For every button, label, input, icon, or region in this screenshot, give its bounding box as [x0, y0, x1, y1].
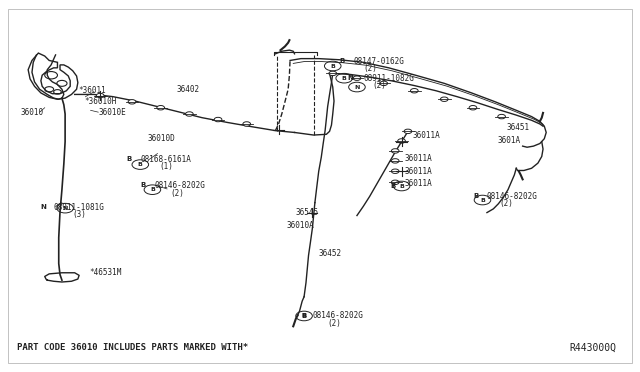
Text: B: B: [480, 198, 485, 202]
Circle shape: [243, 122, 250, 126]
Text: B: B: [390, 183, 396, 189]
Circle shape: [410, 89, 418, 93]
Text: *46531M: *46531M: [90, 268, 122, 277]
Text: 08146-8202G: 08146-8202G: [312, 311, 364, 320]
Text: B: B: [301, 314, 307, 318]
Text: 36452: 36452: [319, 249, 342, 258]
Text: PART CODE 36010 INCLUDES PARTS MARKED WITH*: PART CODE 36010 INCLUDES PARTS MARKED WI…: [17, 343, 248, 352]
Text: N: N: [355, 84, 360, 90]
Text: R443000Q: R443000Q: [570, 343, 616, 353]
Circle shape: [157, 106, 164, 110]
Text: B: B: [342, 76, 347, 81]
Text: B: B: [330, 64, 335, 68]
Text: B: B: [138, 162, 143, 167]
Text: 08146-8202G: 08146-8202G: [487, 192, 538, 201]
Circle shape: [186, 112, 193, 116]
Text: B: B: [140, 182, 145, 188]
Circle shape: [397, 139, 405, 143]
Text: 08147-0162G: 08147-0162G: [353, 57, 404, 66]
Circle shape: [392, 159, 399, 163]
Circle shape: [404, 129, 412, 134]
Text: 36011A: 36011A: [404, 179, 432, 187]
Text: B: B: [301, 313, 307, 319]
Text: *36011: *36011: [78, 86, 106, 95]
Text: 08911-1081G: 08911-1081G: [54, 203, 104, 212]
Text: 08168-6161A: 08168-6161A: [140, 155, 191, 164]
Text: B: B: [340, 58, 345, 64]
Circle shape: [440, 97, 448, 102]
Circle shape: [469, 106, 477, 110]
Text: 36402: 36402: [177, 85, 200, 94]
Text: (1): (1): [159, 162, 173, 171]
Circle shape: [392, 149, 399, 153]
Circle shape: [498, 114, 506, 119]
Text: (2): (2): [328, 319, 342, 328]
Text: 36010: 36010: [20, 108, 44, 117]
Text: (2): (2): [170, 189, 184, 198]
Text: B: B: [126, 156, 131, 163]
Text: (3): (3): [73, 210, 86, 219]
Text: 36545: 36545: [296, 208, 319, 217]
Circle shape: [128, 100, 136, 104]
Text: *36010H: *36010H: [84, 97, 116, 106]
Text: N: N: [40, 205, 46, 211]
Text: 36010A: 36010A: [287, 221, 315, 230]
Text: B: B: [150, 187, 155, 192]
Text: B: B: [399, 183, 404, 189]
Circle shape: [329, 71, 337, 76]
Text: 08911-1082G: 08911-1082G: [364, 74, 414, 83]
Text: N: N: [348, 75, 353, 81]
Text: (2): (2): [364, 64, 377, 73]
Text: 36010D: 36010D: [148, 134, 176, 143]
Text: 08146-8202G: 08146-8202G: [154, 181, 205, 190]
Text: 36011A: 36011A: [412, 131, 440, 140]
Text: N: N: [63, 206, 68, 211]
Text: B: B: [474, 193, 479, 199]
Text: 3601A: 3601A: [497, 137, 520, 145]
Circle shape: [380, 81, 388, 86]
Text: 36451: 36451: [506, 123, 529, 132]
Circle shape: [353, 76, 361, 80]
Text: 36011A: 36011A: [404, 154, 432, 163]
Circle shape: [214, 117, 222, 122]
Circle shape: [392, 169, 399, 173]
Text: 36011A: 36011A: [404, 167, 432, 176]
Text: 36010E: 36010E: [99, 108, 126, 117]
Text: (2): (2): [500, 199, 513, 208]
Text: (2): (2): [372, 81, 386, 90]
Circle shape: [97, 93, 104, 98]
Circle shape: [392, 180, 399, 185]
